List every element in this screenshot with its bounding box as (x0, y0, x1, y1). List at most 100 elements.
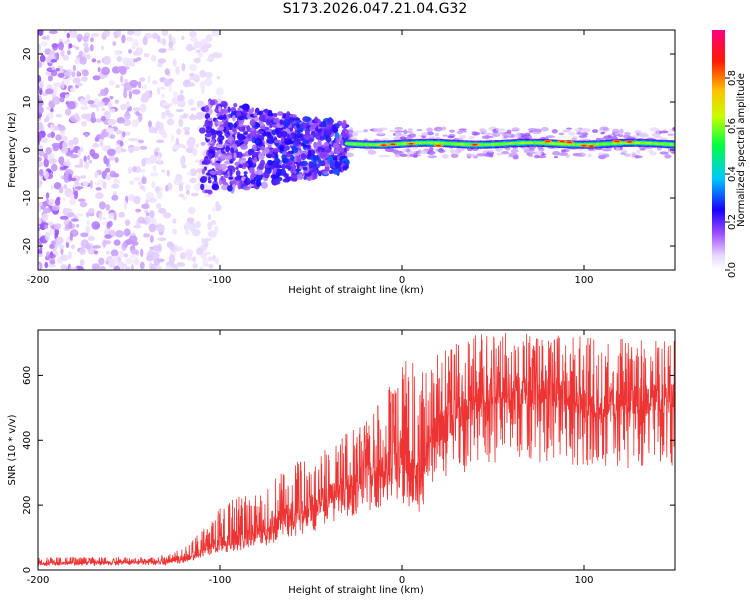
spectrogram-cell (153, 127, 158, 134)
spectrogram-cell (123, 200, 128, 210)
spectrogram-cell (545, 135, 556, 138)
top-x-label: Height of straight line (km) (288, 285, 424, 296)
spectrogram-cell (181, 35, 185, 41)
spectrogram-cell (113, 179, 121, 185)
spectrogram-cell (38, 201, 43, 207)
spectrogram-cell (200, 183, 205, 191)
spectrogram-cell (178, 118, 184, 128)
spectrogram-cell (102, 239, 107, 248)
spectrogram-cell (100, 115, 106, 122)
spectrogram-cell (51, 43, 59, 49)
spectrogram-cell (534, 128, 542, 133)
spectrogram-cell (141, 203, 150, 210)
spectrogram-cell (129, 79, 139, 87)
spectrogram-cell (156, 243, 162, 253)
spectrogram-cell (174, 264, 178, 270)
spectrogram-cell (259, 159, 266, 167)
spectrogram-cell (67, 100, 76, 110)
spectrogram-cell (108, 155, 116, 161)
spectrogram-cell (48, 30, 58, 35)
spectrogram-cell (132, 119, 139, 128)
spectrogram-cell (95, 187, 102, 191)
spectrogram-cell (449, 149, 458, 154)
spectrogram-cell (211, 30, 218, 33)
spectrogram-cell (154, 147, 161, 153)
spectrogram-cell (131, 38, 139, 48)
spectrogram-cell (89, 179, 93, 189)
spectrogram-cell (635, 131, 640, 135)
spectrogram-cell (74, 186, 84, 190)
spectrogram-cell (38, 226, 41, 232)
spectrogram-cell (419, 149, 428, 155)
spectrogram-cell (186, 138, 195, 148)
spectrogram-cell (132, 166, 137, 173)
snr-series (38, 332, 675, 567)
spectrogram-cell (64, 108, 72, 116)
spectrogram-cell (133, 51, 139, 56)
snr-xtick-label: 100 (574, 575, 593, 586)
spectrogram-cell (83, 99, 88, 106)
spectrogram-cell (150, 218, 157, 224)
spectrogram-cell (393, 136, 402, 141)
spectrogram-cell (213, 175, 218, 182)
spectrogram-cell (250, 179, 256, 185)
spectrogram-cell (501, 151, 510, 155)
spectrogram-cell (182, 113, 189, 118)
spectrogram-cell (237, 151, 243, 159)
snr-ytick-label: 200 (22, 496, 33, 515)
spectrogram-cell (73, 229, 78, 236)
spectrogram-cell (97, 179, 105, 184)
spectrogram-cell (296, 123, 300, 129)
spectrogram-cell (267, 109, 273, 116)
spectrogram-cell (172, 228, 178, 235)
spectrogram-cell (615, 146, 620, 152)
spectrogram-cell (40, 41, 48, 47)
spectrogram-cell (287, 150, 292, 155)
spectrogram-cell (81, 69, 89, 77)
spectrogram-cell (284, 138, 293, 145)
spectrogram-cell (129, 149, 134, 154)
spectrogram-cell (45, 192, 50, 199)
spectrogram-cell (311, 160, 317, 168)
spectrogram-cell (570, 137, 577, 141)
spectrogram-cell (651, 132, 661, 138)
spectrogram-cell (93, 250, 99, 255)
spectrogram-cell (139, 103, 147, 113)
spectrogram-cell (215, 204, 222, 212)
spectrogram-cell (81, 175, 87, 179)
spectrogram-cell (528, 130, 534, 133)
spectrogram-cell (639, 133, 650, 138)
spectrogram-cell (211, 162, 220, 166)
spectrogram-ytick-label: -20 (22, 238, 33, 254)
spectrogram-cell (85, 211, 90, 218)
spectrogram-cell (207, 230, 217, 238)
spectrogram-cell (152, 164, 157, 172)
spectrogram-cell (194, 220, 201, 229)
spectrogram-cell (331, 125, 337, 132)
spectrogram-cell (292, 117, 301, 121)
spectrogram-cell (148, 197, 157, 203)
snr-ytick-label: 400 (22, 431, 33, 450)
spectrogram-cell (149, 235, 154, 243)
spectrogram-cell (316, 128, 323, 132)
spectrogram-cell (189, 168, 198, 177)
spectrogram-cell (105, 174, 112, 181)
spectrogram-cell (80, 200, 84, 208)
spectrogram-cell (207, 140, 214, 145)
spectrogram-cell (57, 125, 66, 131)
spectrogram-cell (74, 181, 80, 185)
spectrogram-cell (190, 225, 197, 233)
spectrogram-cell (41, 213, 49, 222)
spectrogram-cell (429, 136, 436, 139)
spectrogram-cell (49, 260, 56, 265)
spectrogram-cell (111, 183, 120, 189)
spectrogram-cell (659, 130, 669, 134)
spectrogram-cell (46, 34, 50, 41)
spectrogram-cell (113, 239, 121, 246)
spectrogram-cell (304, 116, 312, 122)
spectrogram-cell (566, 127, 572, 130)
spectrogram-cell (130, 264, 134, 270)
chart-title: S173.2026.047.21.04.G32 (282, 1, 468, 17)
spectrogram-cell (87, 208, 95, 214)
spectrogram-cell (157, 154, 161, 164)
